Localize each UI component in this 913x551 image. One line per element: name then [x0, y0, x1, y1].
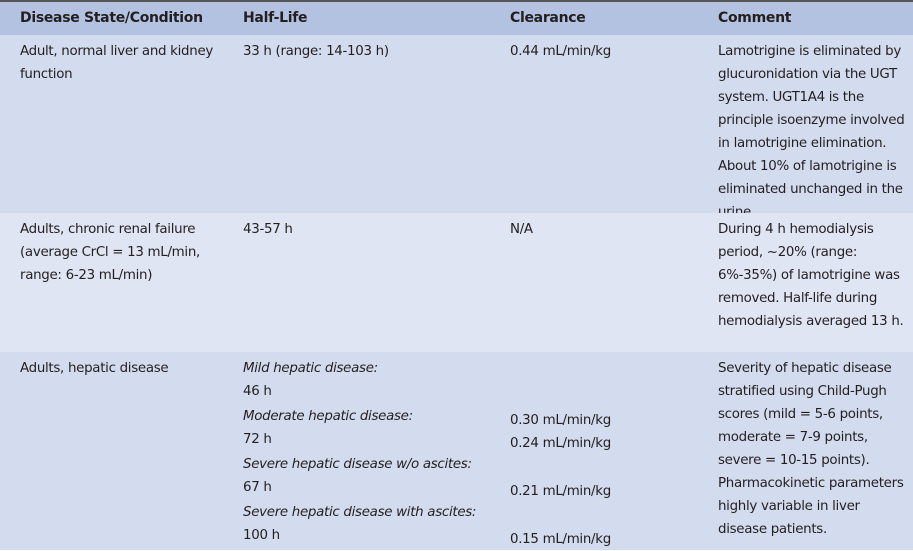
subgroup-clearance: 0.24 mL/min/kg: [510, 436, 611, 451]
clearance-cell: N/A: [510, 222, 533, 237]
table-row: Adults, chronic renal failure (average C…: [0, 213, 913, 352]
column-header: Clearance: [510, 10, 586, 26]
subgroup-half-life: 46 h: [243, 384, 272, 399]
comment-cell: Lamotrigine is eliminated by glucuronida…: [718, 44, 905, 220]
subgroup-half-life: 100 h: [243, 528, 280, 543]
subgroup-label: Mild hepatic disease:: [243, 361, 378, 376]
comment-cell: During 4 h hemodialysis period, ~20% (ra…: [718, 222, 904, 329]
table-row: Adults, hepatic disease Mild hepatic dis…: [0, 352, 913, 550]
column-header: Half-Life: [243, 10, 308, 26]
condition-cell: Adults, hepatic disease: [20, 361, 169, 376]
subgroup-clearance: 0.21 mL/min/kg: [510, 484, 611, 499]
table-header-row: Disease State/Condition Half-Life Cleara…: [0, 2, 913, 35]
comment-cell: Severity of hepatic disease stratified u…: [718, 361, 904, 537]
half-life-cell: 33 h (range: 14-103 h): [243, 44, 389, 59]
subgroup-clearance: 0.30 mL/min/kg: [510, 413, 611, 428]
subgroup-half-life: 72 h: [243, 432, 272, 447]
half-life-cell: 43-57 h: [243, 222, 293, 237]
condition-cell: Adult, normal liver and kidney function: [20, 44, 214, 82]
column-header: Disease State/Condition: [20, 10, 203, 26]
subgroup-label: Severe hepatic disease w/o ascites:: [243, 457, 472, 472]
table-row: Adult, normal liver and kidney function …: [0, 35, 913, 220]
subgroup-clearance: 0.15 mL/min/kg: [510, 532, 611, 547]
subgroup-label: Severe hepatic disease with ascites:: [243, 505, 477, 520]
condition-cell: Adults, chronic renal failure (average C…: [20, 222, 200, 283]
half-life-cell: Mild hepatic disease: 46 h Moderate hepat…: [243, 357, 493, 549]
subgroup-label: Moderate hepatic disease:: [243, 409, 413, 424]
subgroup-half-life: 67 h: [243, 480, 272, 495]
table-top-rule: [0, 0, 913, 2]
column-header: Comment: [718, 10, 792, 26]
clearance-cell: 0.44 mL/min/kg: [510, 44, 611, 59]
